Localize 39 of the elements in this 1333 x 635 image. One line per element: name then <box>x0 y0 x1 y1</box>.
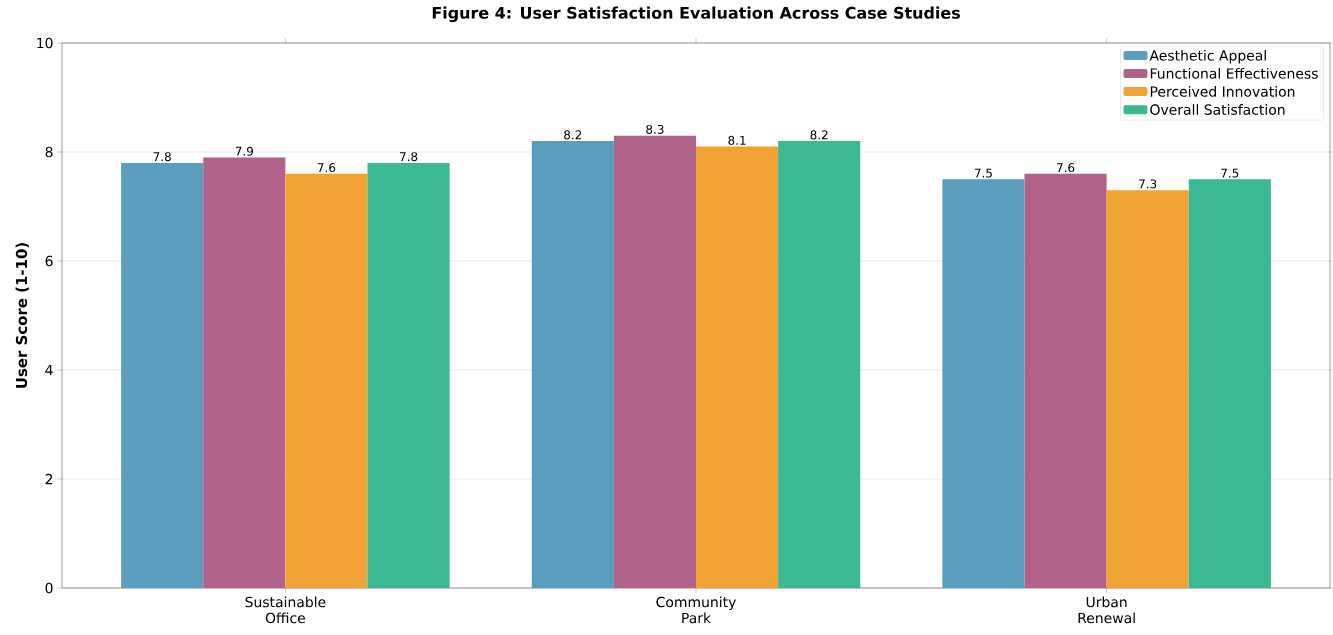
chart-title: Figure 4: User Satisfaction Evaluation Across Case Studies <box>432 6 960 23</box>
x-tick-label: Community Park <box>656 596 736 624</box>
bar <box>778 141 861 588</box>
bar <box>285 173 368 588</box>
legend-label: Perceived Innovation <box>1150 86 1295 97</box>
x-tick-label: Sustainable Office <box>245 596 326 624</box>
y-tick-label: 8 <box>45 146 53 158</box>
bar <box>203 157 286 588</box>
bar <box>121 162 204 588</box>
legend-label: Functional Effectiveness <box>1150 67 1318 79</box>
bar <box>696 146 779 588</box>
data-label: 8.2 <box>810 130 828 140</box>
data-label: 7.5 <box>1221 168 1239 178</box>
data-label: 7.6 <box>317 163 336 173</box>
data-label: 8.3 <box>646 124 664 134</box>
data-label: 7.9 <box>235 146 253 156</box>
bar <box>1106 190 1189 588</box>
data-label: 7.8 <box>153 152 171 162</box>
y-tick-label: 6 <box>45 255 53 267</box>
y-tick-label: 4 <box>45 364 53 376</box>
bar <box>942 179 1025 588</box>
y-tick-label: 10 <box>37 37 53 49</box>
bar <box>367 162 450 588</box>
bar <box>1024 173 1107 588</box>
legend-label: Overall Satisfaction <box>1150 104 1285 115</box>
bar <box>1188 179 1271 588</box>
y-axis-title: User Score (1-10) <box>15 243 29 388</box>
data-label: 8.2 <box>564 130 582 140</box>
data-label: 7.5 <box>974 168 992 178</box>
bar <box>531 141 614 588</box>
legend-label: Aesthetic Appeal <box>1149 49 1266 64</box>
data-label: 7.3 <box>1139 179 1157 189</box>
y-tick-label: 2 <box>45 473 53 485</box>
data-label: 7.8 <box>400 152 418 162</box>
y-tick-label: 0 <box>45 582 53 594</box>
bar <box>613 135 696 588</box>
data-label: 8.1 <box>728 135 746 145</box>
data-label: 7.6 <box>1057 163 1075 173</box>
x-tick-label: Urban Renewal <box>1078 596 1135 624</box>
